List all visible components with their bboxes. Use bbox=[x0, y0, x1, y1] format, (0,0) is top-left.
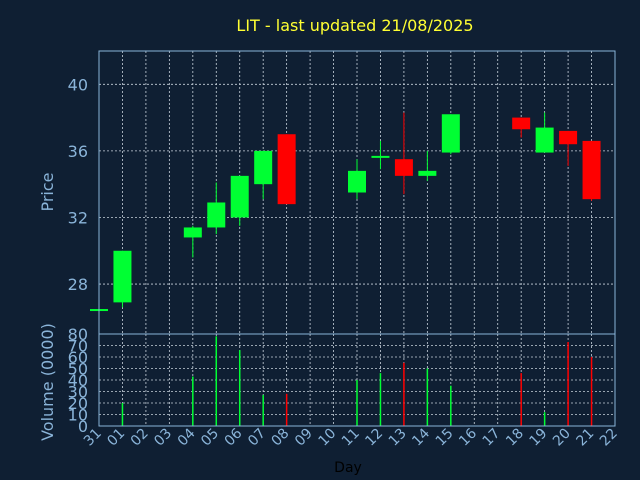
x-tick-label: 05 bbox=[198, 426, 222, 450]
volume-bar bbox=[543, 412, 546, 426]
candle-body bbox=[113, 250, 132, 303]
volume-bar bbox=[426, 368, 429, 426]
candle-body bbox=[418, 170, 437, 176]
volume-plot-frame bbox=[98, 333, 616, 427]
x-tick-label: 21 bbox=[573, 426, 597, 450]
x-tick-label: 19 bbox=[527, 426, 551, 450]
candle-body bbox=[183, 227, 202, 238]
volume-bars bbox=[121, 336, 593, 426]
price-axis-label: Price bbox=[38, 172, 57, 211]
x-tick-label: 08 bbox=[269, 426, 293, 450]
chart-title: LIT - last updated 21/08/2025 bbox=[236, 16, 473, 35]
volume-bar bbox=[450, 385, 452, 426]
volume-bar bbox=[356, 380, 358, 426]
x-tick-label: 07 bbox=[245, 426, 269, 450]
volume-bar bbox=[192, 376, 194, 426]
candle-body bbox=[277, 134, 296, 205]
volume-axis-label: Volume (0000) bbox=[38, 323, 57, 441]
x-tick-label: 06 bbox=[222, 425, 246, 449]
price-tick-label: 28 bbox=[68, 275, 88, 294]
x-tick-label: 20 bbox=[550, 426, 574, 450]
volume-bar bbox=[567, 342, 569, 426]
candles bbox=[90, 112, 601, 313]
volume-tick-label: 20 bbox=[68, 394, 88, 413]
x-tick-label: 18 bbox=[503, 426, 527, 450]
x-tick-label: 12 bbox=[362, 426, 386, 450]
x-tick-label: 01 bbox=[104, 426, 128, 450]
volume-bar bbox=[262, 394, 264, 426]
x-tick-label: 02 bbox=[128, 426, 152, 450]
volume-bar bbox=[285, 393, 288, 426]
volume-tick-label: 30 bbox=[68, 383, 88, 402]
candle-body bbox=[254, 150, 273, 185]
candle-body bbox=[207, 202, 226, 228]
candle-body bbox=[371, 155, 390, 158]
candle-body bbox=[348, 170, 366, 193]
volume-bar bbox=[215, 336, 218, 426]
x-tick-label: 13 bbox=[386, 426, 410, 450]
volume-bar bbox=[379, 373, 382, 426]
x-tick-label: 11 bbox=[339, 426, 363, 450]
x-tick-label: 22 bbox=[597, 426, 621, 450]
candle-body bbox=[512, 117, 531, 130]
volume-bar bbox=[403, 362, 405, 426]
x-tick-labels: 31 01 02 03 04 05 06 07 08 09 10 11 12 13 14 15 16 17 18 19… bbox=[81, 425, 621, 449]
candle-body bbox=[559, 130, 578, 145]
candle-body bbox=[441, 114, 460, 153]
candle-body bbox=[230, 175, 249, 218]
volume-tick-label: 80 bbox=[68, 325, 88, 344]
volume-tick-label: 10 bbox=[68, 406, 88, 425]
x-tick-label: 10 bbox=[315, 426, 339, 450]
x-tick-label: 17 bbox=[480, 426, 504, 450]
x-tick-label: 14 bbox=[409, 425, 433, 449]
volume-bar bbox=[238, 350, 241, 426]
price-tick-label: 36 bbox=[68, 142, 88, 161]
plot-frames bbox=[98, 50, 616, 427]
candle-body bbox=[582, 140, 601, 200]
volume-bar bbox=[590, 357, 593, 426]
x-axis-label: Day bbox=[334, 460, 362, 476]
x-tick-label: 09 bbox=[292, 426, 316, 450]
volume-bar bbox=[121, 403, 124, 426]
volume-tick-label: 70 bbox=[68, 337, 88, 356]
volume-tick-label: 60 bbox=[68, 348, 88, 367]
candle-body bbox=[394, 159, 413, 176]
price-tick-label: 32 bbox=[68, 208, 88, 227]
x-tick-label: 15 bbox=[433, 426, 457, 450]
volume-tick-label: 50 bbox=[68, 360, 88, 379]
volume-bar bbox=[520, 373, 522, 426]
volume-tick-label: 40 bbox=[68, 371, 88, 390]
x-tick-label: 16 bbox=[456, 425, 480, 449]
price-tick-label: 40 bbox=[68, 75, 88, 94]
volume-tick-label: 0 bbox=[78, 417, 88, 436]
price-tick-labels: 28 32 36 40 bbox=[68, 75, 88, 294]
x-tick-label: 03 bbox=[151, 426, 175, 450]
x-tick-label: 04 bbox=[175, 425, 199, 449]
candle-body bbox=[535, 127, 554, 153]
